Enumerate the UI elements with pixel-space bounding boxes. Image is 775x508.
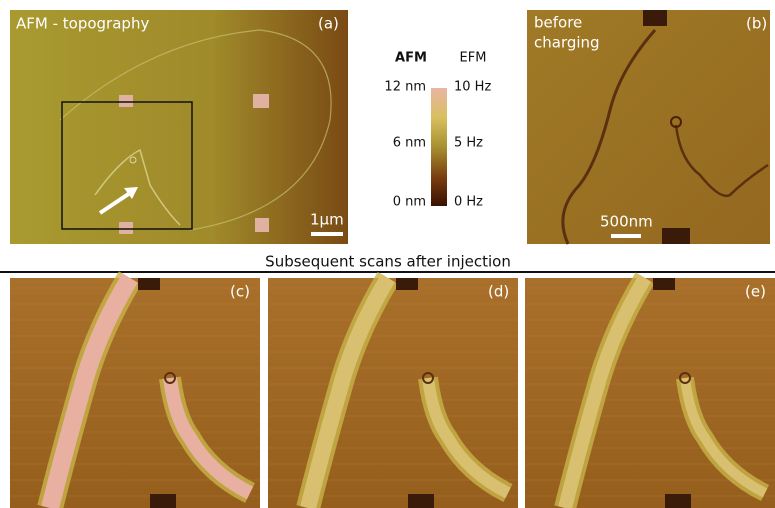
panel-title: AFM - topography [16, 15, 149, 33]
afm-label: 12 nm [384, 80, 426, 95]
panel-title: charging [534, 34, 600, 52]
caption: Subsequent scans after injection [265, 253, 511, 271]
scan-panel: (e) [525, 278, 775, 508]
scale-label: 500nm [600, 213, 653, 231]
scale-label: 1µm [310, 211, 344, 229]
afm-label: 6 nm [393, 136, 426, 151]
panel-title: before [534, 14, 582, 32]
colorbar-header: AFM [395, 51, 427, 66]
scan-panel: (d) [268, 278, 518, 508]
colorbar: AFM EFM 12 nm 6 nm 0 nm 10 Hz 5 Hz 0 Hz [384, 51, 491, 210]
electrode [150, 494, 176, 508]
figure: AFM - topography (a) 1µm AFM EFM 12 nm 6… [0, 0, 775, 508]
scale-bar [311, 232, 343, 236]
panel-a: AFM - topography (a) 1µm [10, 10, 348, 244]
panel-b: before charging (b) 500nm [527, 10, 770, 244]
electrode [138, 278, 160, 290]
panel-label: (d) [488, 283, 509, 301]
afm-image [10, 10, 348, 244]
electrode [255, 218, 269, 232]
panel-label: (e) [745, 283, 766, 301]
efm-label: 0 Hz [454, 195, 483, 210]
afm-label: 0 nm [393, 195, 426, 210]
efm-label: 5 Hz [454, 136, 483, 151]
panel-label: (c) [230, 283, 250, 301]
efm-label: 10 Hz [454, 80, 491, 95]
colorbar-gradient [431, 88, 447, 206]
electrode [119, 95, 133, 107]
electrode [665, 494, 691, 508]
electrode [653, 278, 675, 290]
electrode [253, 94, 269, 108]
electrode [119, 222, 133, 234]
electrode [408, 494, 434, 508]
electrode [396, 278, 418, 290]
panel-label: (a) [318, 15, 339, 33]
scan-panel: (c) [10, 278, 260, 508]
electrode [643, 10, 667, 26]
electrode [662, 228, 690, 244]
colorbar-header: EFM [460, 51, 487, 66]
panel-label: (b) [746, 15, 767, 33]
scan-panels: (c) (d) (e) [10, 278, 775, 508]
scale-bar [611, 234, 641, 238]
